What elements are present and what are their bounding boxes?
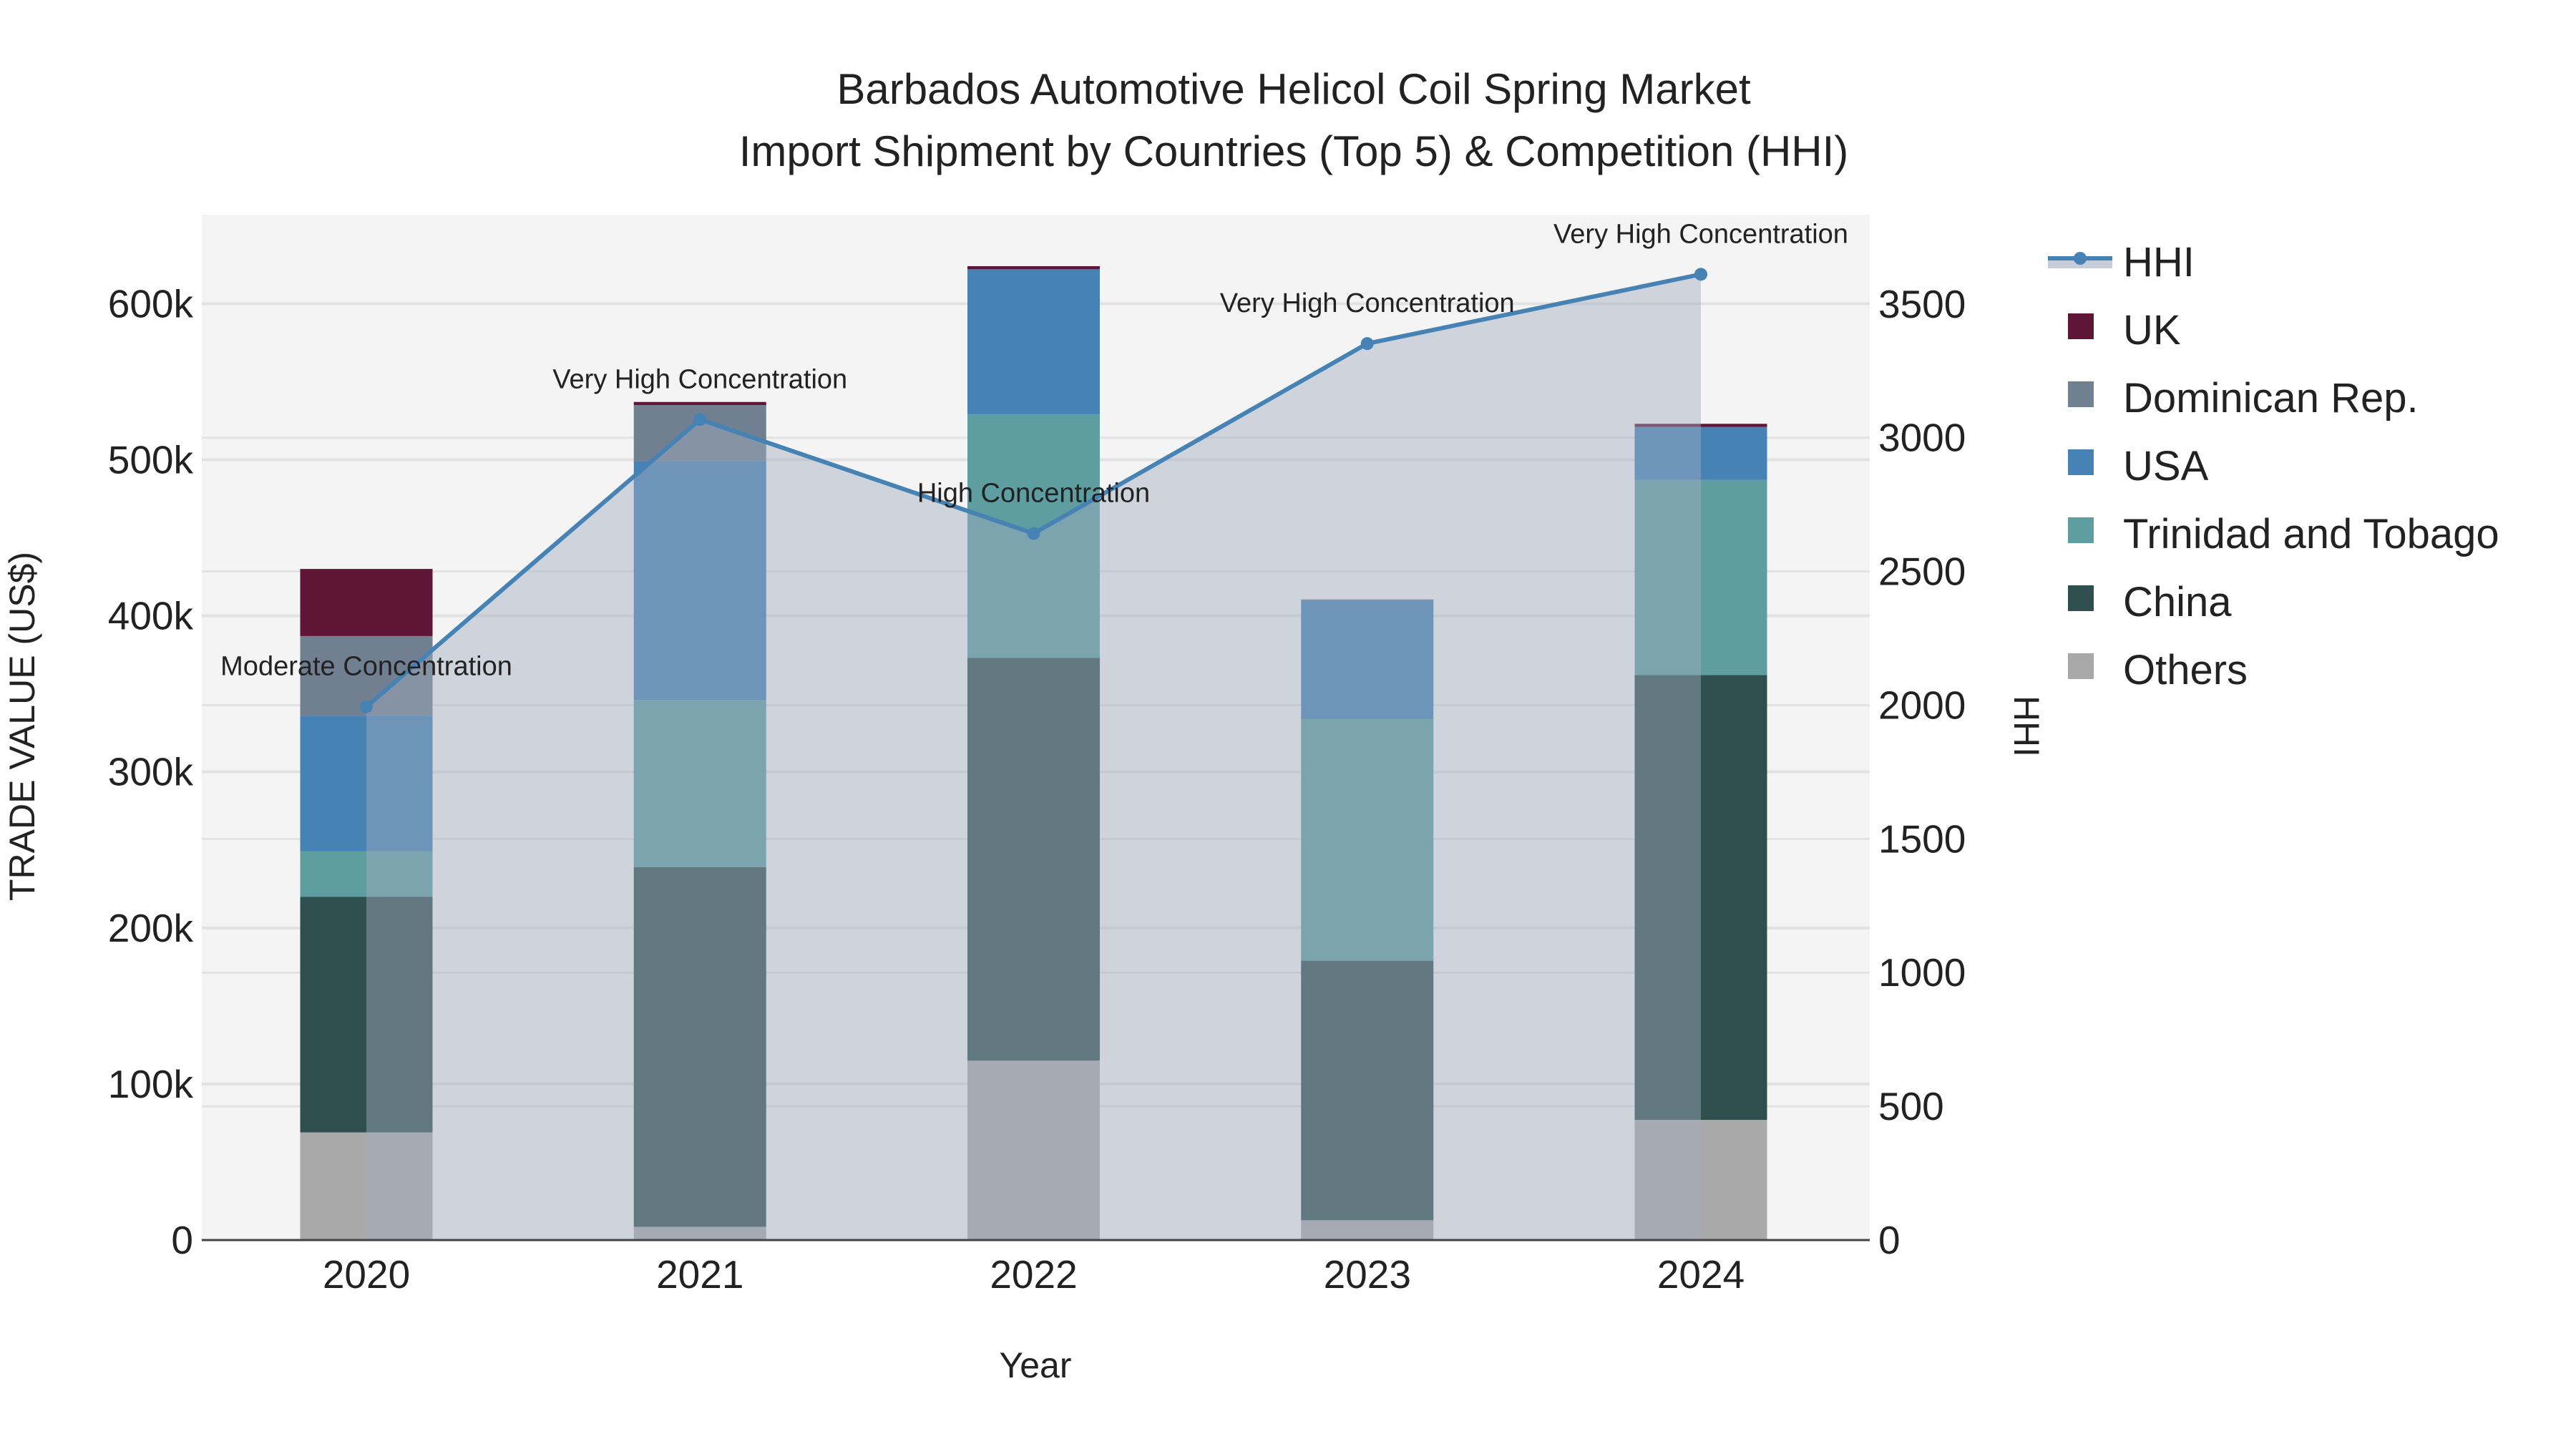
- legend-swatch: [2068, 517, 2094, 543]
- legend-item-hhi: HHI: [2048, 239, 2195, 286]
- y2-axis-title: HHI: [2006, 696, 2046, 757]
- bar-usa-2021: [633, 461, 766, 701]
- bar-usa-2024: [1634, 426, 1767, 480]
- legend-swatch: [2068, 381, 2094, 407]
- bar-china-2021: [633, 867, 766, 1227]
- y2-tick-label: 1500: [1878, 816, 1966, 861]
- legend-item-others: Others: [2068, 647, 2248, 693]
- bar-uk-2022: [967, 265, 1100, 270]
- bar-others-2022: [967, 1060, 1100, 1240]
- legend-swatch-marker: [2074, 252, 2087, 265]
- chart-subtitle: Import Shipment by Countries (Top 5) & C…: [739, 127, 1849, 175]
- axes: 0 100k 200k 300k 400k 500k 600k 0 500 1000 1500 200…: [108, 281, 1966, 1297]
- legend-item-uk: UK: [2068, 307, 2181, 353]
- hhi-point: [1694, 268, 1707, 281]
- legend-item-usa: USA: [2068, 443, 2209, 489]
- legend-label: Others: [2123, 647, 2248, 693]
- y-tick-label: 300k: [108, 750, 194, 794]
- x-tick-label: 2021: [656, 1252, 743, 1297]
- legend-item-dominican-rep-: Dominican Rep.: [2068, 375, 2419, 421]
- legend-swatch: [2068, 653, 2094, 679]
- x-tick-label: 2020: [323, 1252, 410, 1297]
- hhi-point: [1360, 337, 1374, 351]
- y2-tick-label: 2500: [1878, 550, 1966, 594]
- x-tick-label: 2023: [1324, 1252, 1411, 1297]
- y-axis-title: TRADE VALUE (US$): [2, 552, 42, 901]
- bar-usa-2022: [967, 269, 1100, 415]
- hhi-annotation: High Concentration: [917, 479, 1150, 509]
- hhi-area: [366, 274, 1701, 1240]
- y2-tick-label: 0: [1878, 1218, 1901, 1262]
- bar-trinidad-and-tobago-2023: [1301, 718, 1434, 961]
- bar-usa-2020: [300, 716, 433, 852]
- legend-label: USA: [2123, 443, 2209, 489]
- hhi-annotation: Very High Concentration: [1553, 219, 1848, 249]
- bar-china-2023: [1301, 960, 1434, 1221]
- bar-trinidad-and-tobago-2020: [300, 851, 433, 897]
- x-tick-label: 2022: [990, 1252, 1077, 1297]
- x-tick-label: 2024: [1657, 1252, 1745, 1297]
- y2-tick-label: 500: [1878, 1084, 1944, 1128]
- y2-tick-label: 2000: [1878, 683, 1966, 727]
- hhi-series: Moderate Concentration Very High Concentr…: [220, 219, 1848, 1240]
- legend-label: Dominican Rep.: [2123, 375, 2419, 421]
- bar-others-2023: [1301, 1220, 1434, 1240]
- legend-swatch: [2068, 313, 2094, 339]
- hhi-point: [693, 413, 707, 426]
- bar-trinidad-and-tobago-2021: [633, 700, 766, 867]
- bar-others-2021: [633, 1226, 766, 1240]
- y2-tick-label: 1000: [1878, 950, 1966, 995]
- legend: HHI UK Dominican Rep. USA Trinidad and Tobag…: [2048, 239, 2499, 693]
- bar-uk-2021: [633, 401, 766, 406]
- bars: [300, 265, 1767, 1240]
- y-tick-label: 0: [171, 1218, 193, 1262]
- legend-label: HHI: [2123, 239, 2195, 286]
- x-axis-title: Year: [999, 1345, 1071, 1385]
- legend-item-trinidad-and-tobago: Trinidad and Tobago: [2068, 511, 2499, 557]
- y-tick-label: 400k: [108, 594, 194, 638]
- y2-tick-label: 3500: [1878, 282, 1966, 326]
- bar-others-2024: [1634, 1120, 1767, 1240]
- hhi-annotation: Very High Concentration: [1220, 288, 1515, 318]
- legend-item-china: China: [2068, 579, 2232, 625]
- legend-label: Trinidad and Tobago: [2123, 511, 2499, 557]
- bar-uk-2020: [300, 569, 433, 636]
- y-tick-label: 500k: [108, 437, 194, 482]
- legend-swatch: [2068, 585, 2094, 611]
- bar-uk-2024: [1634, 424, 1767, 427]
- bar-usa-2023: [1301, 600, 1434, 719]
- y2-tick-label: 3000: [1878, 416, 1966, 460]
- legend-label: China: [2123, 579, 2232, 625]
- bar-others-2020: [300, 1132, 433, 1240]
- y-tick-label: 200k: [108, 906, 194, 950]
- chart-title: Barbados Automotive Helicol Coil Spring …: [836, 65, 1751, 113]
- bar-trinidad-and-tobago-2024: [1634, 479, 1767, 675]
- bar-china-2022: [967, 658, 1100, 1061]
- y-tick-label: 600k: [108, 281, 194, 326]
- hhi-annotation: Moderate Concentration: [220, 652, 512, 682]
- bar-china-2020: [300, 897, 433, 1133]
- hhi-annotation: Very High Concentration: [552, 364, 847, 394]
- hhi-point: [360, 700, 373, 713]
- legend-label: UK: [2123, 307, 2181, 353]
- legend-swatch: [2068, 449, 2094, 475]
- bar-china-2024: [1634, 675, 1767, 1121]
- hhi-point: [1027, 527, 1040, 540]
- y-tick-label: 100k: [108, 1062, 194, 1106]
